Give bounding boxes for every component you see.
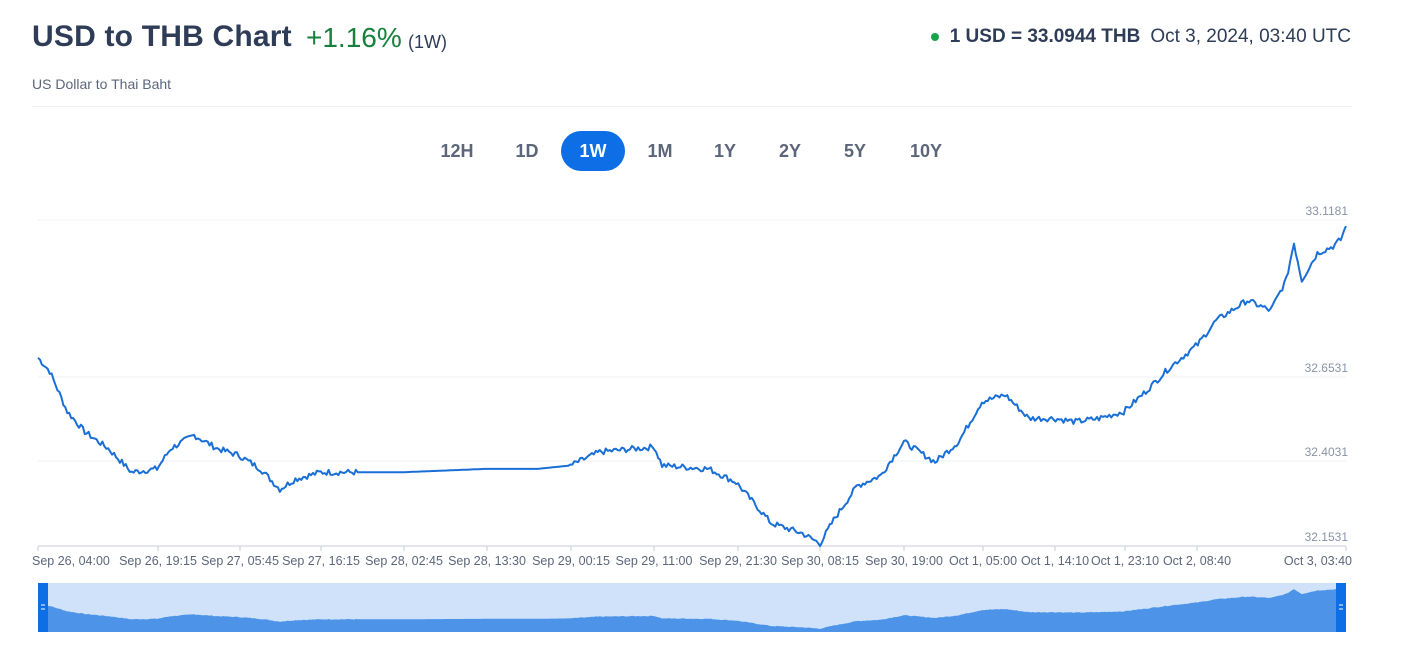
percent-change: +1.16% xyxy=(306,22,402,53)
x-tick-label: Sep 28, 02:45 xyxy=(365,554,443,568)
x-tick-label: Sep 30, 19:00 xyxy=(865,554,943,568)
x-tick-label: Sep 26, 19:15 xyxy=(119,554,197,568)
rate-value: 1 USD = 33.0944 THB xyxy=(949,26,1141,47)
range-tabs: 12H 1D 1W 1M 1Y 2Y 5Y 10Y xyxy=(0,131,1418,171)
x-tick-label: Sep 30, 08:15 xyxy=(781,554,859,568)
tab-1m[interactable]: 1M xyxy=(647,141,673,161)
y-tick-label: 32.6531 xyxy=(1305,361,1349,375)
x-tick-label: Sep 29, 00:15 xyxy=(532,554,610,568)
tab-1d[interactable]: 1D xyxy=(515,141,539,161)
x-tick-label: Oct 1, 23:10 xyxy=(1091,554,1159,568)
page-subtitle: US Dollar to Thai Baht xyxy=(32,76,172,92)
x-tick-label: Sep 29, 11:00 xyxy=(616,554,693,568)
navigator-area xyxy=(38,586,1346,632)
tab-10y[interactable]: 10Y xyxy=(909,141,943,161)
tab-12h[interactable]: 12H xyxy=(440,141,474,161)
page-title: USD to THB Chart xyxy=(32,20,292,53)
change-period: (1W) xyxy=(408,32,447,52)
y-tick-label: 33.1181 xyxy=(1306,204,1349,218)
tab-5y[interactable]: 5Y xyxy=(843,141,867,161)
x-tick-label: Sep 29, 21:30 xyxy=(699,554,777,568)
tab-2y[interactable]: 2Y xyxy=(778,141,802,161)
tab-1w[interactable]: 1W xyxy=(561,131,625,171)
x-tick-label: Sep 26, 04:00 xyxy=(32,554,110,568)
header-divider xyxy=(32,106,1352,107)
tab-1y[interactable]: 1Y xyxy=(713,141,737,161)
navigator-left-handle[interactable] xyxy=(38,583,48,632)
rate-timestamp: Oct 3, 2024, 03:40 UTC xyxy=(1150,26,1351,47)
x-tick-label: Sep 28, 13:30 xyxy=(448,554,526,568)
x-tick-label: Sep 27, 16:15 xyxy=(282,554,360,568)
rate-chart[interactable]: 33.1181 32.6531 32.4031 32.1531 Sep 26, 04:0… xyxy=(0,190,1418,650)
x-tick-label: Sep 27, 05:45 xyxy=(201,554,279,568)
x-tick-label: Oct 2, 08:40 xyxy=(1163,554,1231,568)
y-tick-label: 32.4031 xyxy=(1305,445,1349,459)
x-tick-label: Oct 1, 05:00 xyxy=(949,554,1017,568)
x-tick-label: Oct 1, 14:10 xyxy=(1021,554,1089,568)
live-status-dot-icon xyxy=(930,33,939,41)
y-tick-label: 32.1531 xyxy=(1305,530,1349,544)
series-line[interactable] xyxy=(37,225,1347,547)
x-tick-label: Oct 3, 03:40 xyxy=(1284,554,1352,568)
navigator-right-handle[interactable] xyxy=(1336,583,1346,632)
live-rate: 1 USD = 33.0944 THB Oct 3, 2024, 03:40 U… xyxy=(930,26,1351,48)
